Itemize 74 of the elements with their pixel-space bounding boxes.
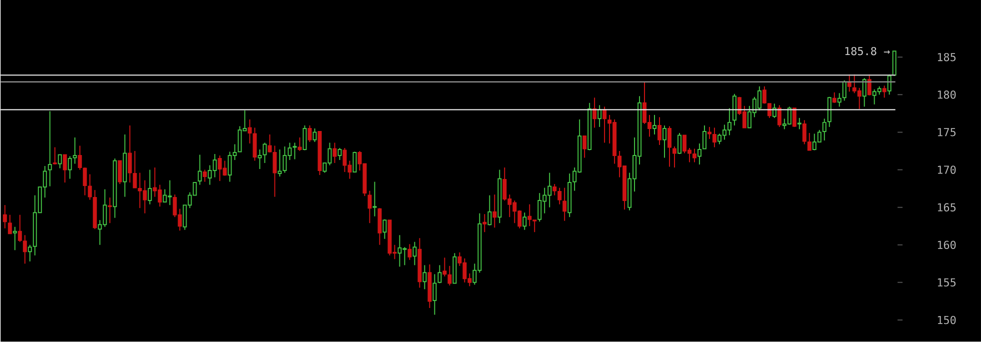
y-tick-label: 165 [938,203,956,212]
candlestick [867,74,872,96]
candlestick [442,257,447,278]
candlestick [707,126,712,140]
candlestick [712,127,716,148]
candlestick [198,154,202,186]
candlestick [522,212,527,230]
candlestick [72,137,77,164]
candlestick [448,266,452,286]
candlestick [8,214,12,234]
candlestick [148,169,152,205]
y-tick-label: 160 [938,240,956,250]
candlestick [482,214,487,233]
y-tick-label: 155 [938,278,956,287]
candlestick [272,145,277,198]
candlestick [62,154,67,184]
candlestick [862,78,866,108]
candlestick [278,149,282,178]
candlestick [12,226,17,251]
candlestick [382,218,387,240]
candlestick [332,142,337,164]
candlestick [78,145,82,170]
candlestick [797,118,802,130]
candlestick [777,104,782,128]
candlestick [672,146,676,168]
candlestick [368,190,372,224]
candlestick [108,197,112,224]
candlestick [842,80,846,102]
candlestick [837,92,842,108]
candlestick [582,136,587,158]
candlestick [652,114,657,136]
annotation: 185.8 → [845,47,890,56]
candlestick [58,154,62,169]
candlestick [292,142,297,160]
candlestick [702,125,706,150]
candlestick [302,125,307,151]
candlestick [488,194,492,226]
candlestick [268,134,272,154]
candlestick [807,132,812,151]
candlestick [422,264,427,290]
candlestick [48,110,52,187]
candlestick [692,148,696,163]
candlestick [82,167,87,196]
candlestick [662,125,666,158]
candlestick [338,148,342,161]
candlestick [308,125,312,143]
candlestick [2,204,7,229]
candlestick [312,128,317,143]
candlestick [262,142,267,164]
candlestick [372,181,377,217]
candlestick [118,160,122,185]
candlestick [298,137,302,152]
candlestick [202,169,207,182]
candlestick [562,187,567,222]
candlestick [697,143,702,166]
candlestick [408,244,412,261]
candlestick [677,132,682,155]
candlestick [68,156,72,180]
candlestick [412,241,417,266]
candlestick [658,116,662,146]
candlestick [668,126,672,168]
candlestick [882,85,886,98]
y-tick-label: 150 [938,316,956,324]
candlestick [832,92,836,104]
candlestick [792,108,796,128]
candlestick [802,120,806,145]
candlestick [352,151,357,173]
y-tick-label: 175 [938,128,956,136]
y-tick-label: 180 [938,90,956,99]
candlestick [52,146,57,166]
y-tick-label: 170 [938,166,956,174]
y-tick-label: 185 [938,53,956,62]
candlestick [492,194,497,228]
candlestick [258,149,262,170]
